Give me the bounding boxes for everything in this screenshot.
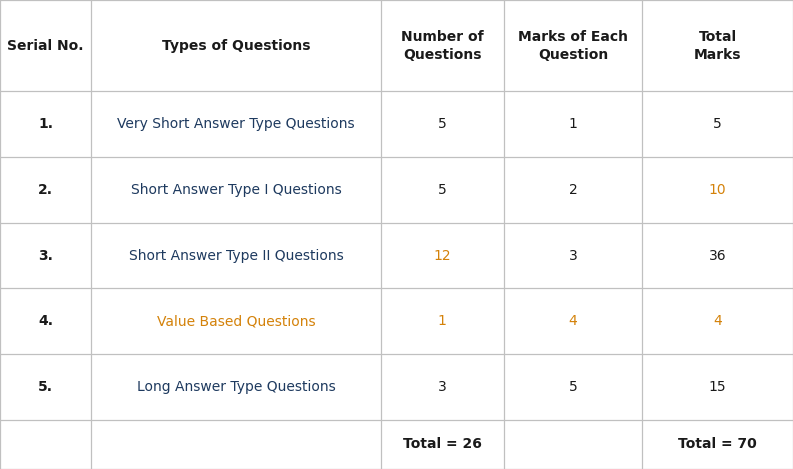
Text: 5.: 5. (38, 380, 53, 394)
Text: 4: 4 (713, 314, 722, 328)
Text: 3: 3 (569, 249, 577, 263)
Text: 5: 5 (569, 380, 577, 394)
Text: 2: 2 (569, 183, 577, 197)
Text: 4.: 4. (38, 314, 53, 328)
Text: 1: 1 (438, 314, 446, 328)
Text: 3: 3 (438, 380, 446, 394)
Text: Serial No.: Serial No. (7, 39, 84, 53)
Text: Short Answer Type I Questions: Short Answer Type I Questions (131, 183, 341, 197)
Text: Value Based Questions: Value Based Questions (156, 314, 316, 328)
Text: Total = 26: Total = 26 (403, 438, 481, 451)
Text: 2.: 2. (38, 183, 53, 197)
Text: Total = 70: Total = 70 (678, 438, 757, 451)
Text: Number of
Questions: Number of Questions (400, 30, 484, 62)
Text: 12: 12 (433, 249, 451, 263)
Text: 10: 10 (709, 183, 726, 197)
Text: 3.: 3. (38, 249, 53, 263)
Text: 4: 4 (569, 314, 577, 328)
Text: 5: 5 (438, 117, 446, 131)
Text: Marks of Each
Question: Marks of Each Question (518, 30, 628, 62)
Text: 15: 15 (709, 380, 726, 394)
Text: Very Short Answer Type Questions: Very Short Answer Type Questions (117, 117, 354, 131)
Text: Long Answer Type Questions: Long Answer Type Questions (136, 380, 335, 394)
Text: 1.: 1. (38, 117, 53, 131)
Text: 1: 1 (569, 117, 577, 131)
Text: 5: 5 (713, 117, 722, 131)
Text: Total
Marks: Total Marks (694, 30, 741, 62)
Text: 36: 36 (709, 249, 726, 263)
Text: 5: 5 (438, 183, 446, 197)
Text: Types of Questions: Types of Questions (162, 39, 310, 53)
Text: Short Answer Type II Questions: Short Answer Type II Questions (128, 249, 343, 263)
